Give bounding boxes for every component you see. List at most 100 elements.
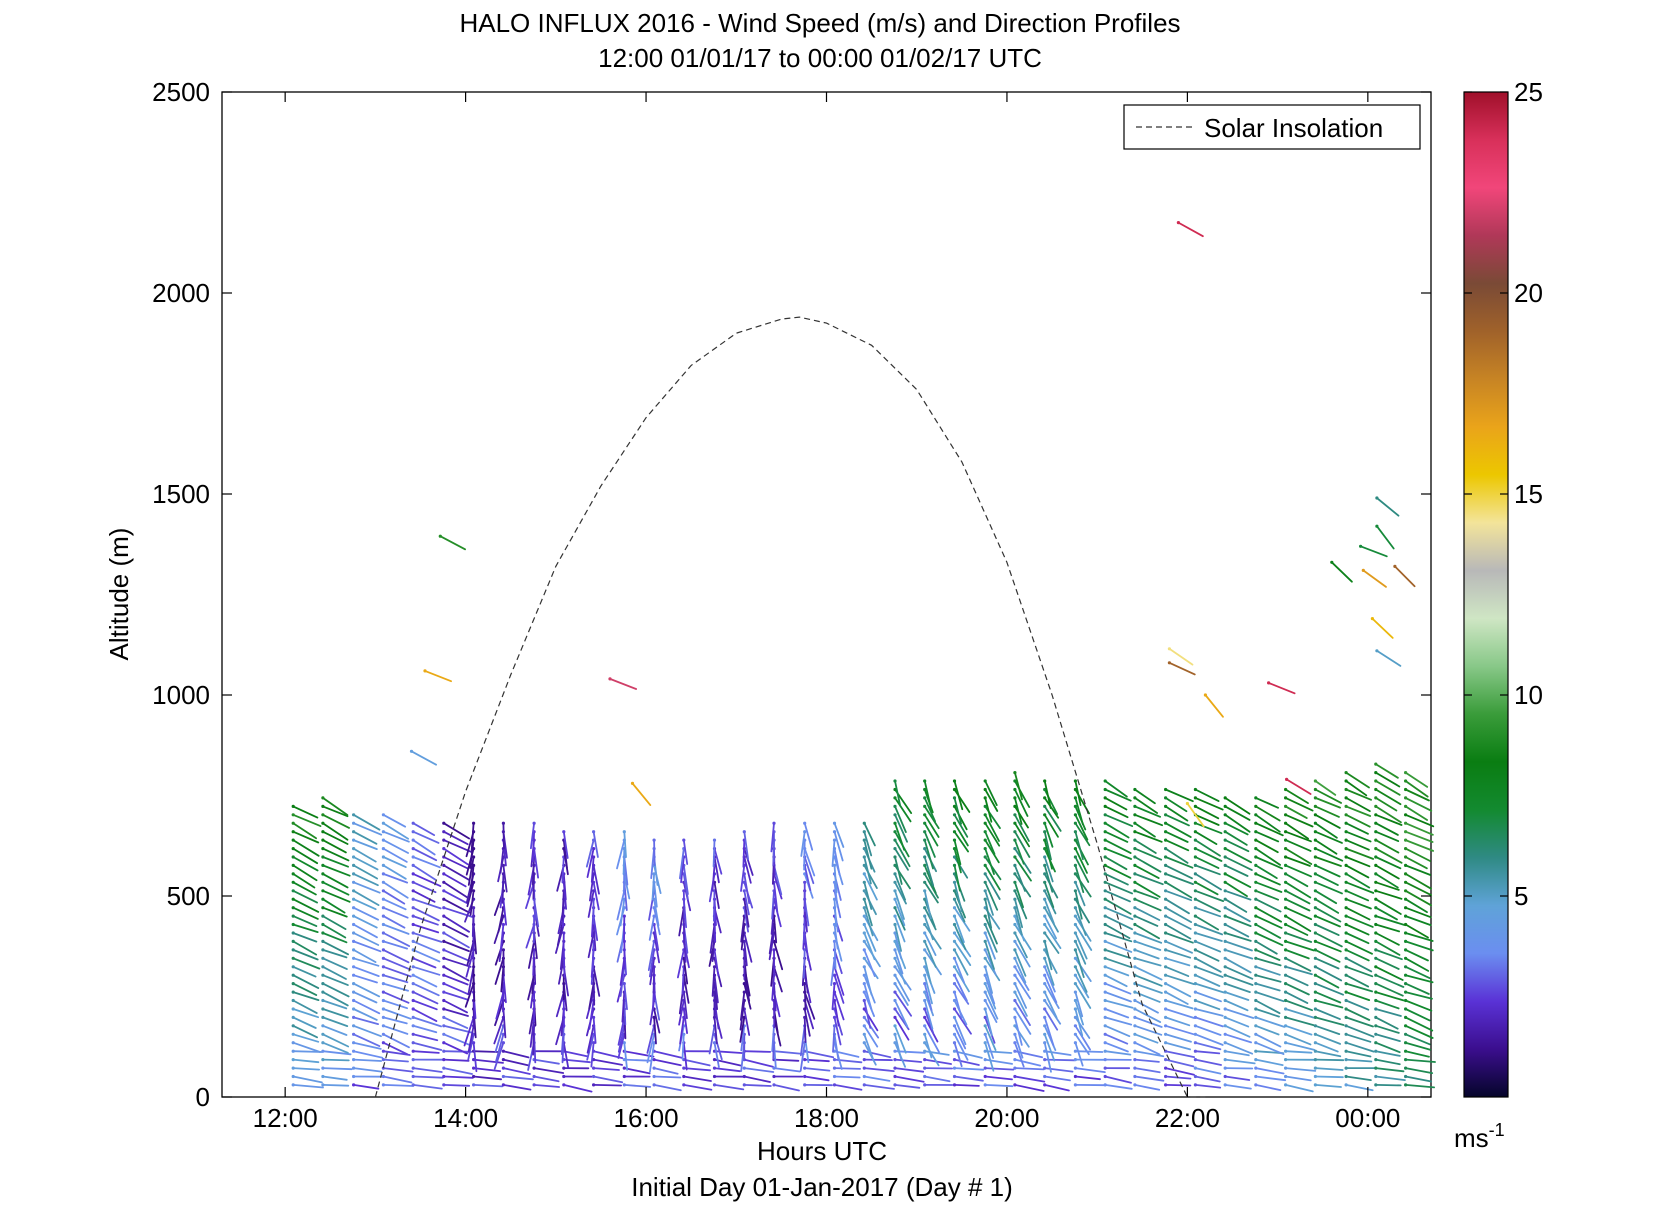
- wind-vector: [562, 830, 569, 859]
- wind-vector-origin: [381, 982, 385, 986]
- wind-vector: [953, 839, 962, 866]
- wind-vector-origin: [952, 982, 957, 986]
- wind-vector: [803, 1008, 811, 1037]
- wind-vector: [984, 847, 995, 875]
- wind-vector: [470, 822, 475, 851]
- wind-vector: [743, 1084, 772, 1087]
- wind-vector-origin: [622, 1074, 626, 1079]
- wind-vector-origin: [442, 1058, 446, 1062]
- wind-vector-origin: [1164, 804, 1168, 809]
- wind-vector: [1074, 974, 1090, 999]
- wind-vector-origin: [321, 1007, 325, 1011]
- wind-vector: [412, 847, 438, 862]
- wind-vector: [803, 1050, 835, 1059]
- wind-vector: [773, 1050, 805, 1055]
- wind-vector: [382, 974, 409, 984]
- wind-vector: [1224, 1016, 1250, 1028]
- wind-vector-origin: [1313, 787, 1317, 792]
- wind-vector: [651, 873, 655, 901]
- wind-vector-origin: [1164, 889, 1168, 893]
- wind-vector-origin: [1203, 693, 1207, 697]
- wind-vector: [803, 839, 806, 871]
- wind-vector-origin: [923, 1032, 927, 1036]
- wind-vector: [863, 881, 873, 910]
- wind-vector-origin: [291, 830, 295, 834]
- wind-vector: [1284, 856, 1311, 867]
- wind-vector-origin: [291, 1066, 295, 1070]
- wind-vector-origin: [1284, 939, 1288, 944]
- wind-vector-origin: [983, 897, 987, 901]
- wind-vector-origin: [1164, 787, 1168, 792]
- wind-vector: [412, 898, 442, 910]
- wind-vector: [382, 1033, 410, 1049]
- wind-vector-origin: [1043, 973, 1047, 977]
- wind-vector: [382, 889, 406, 905]
- wind-vector: [1254, 974, 1282, 983]
- wind-vector: [1194, 1041, 1222, 1051]
- wind-vector-origin: [1374, 1058, 1378, 1062]
- wind-vector-field: [291, 221, 1436, 1093]
- wind-vector-origin: [1103, 863, 1107, 868]
- wind-vector: [1284, 830, 1312, 843]
- wind-vector-origin: [952, 863, 957, 868]
- wind-vector-origin: [411, 1049, 415, 1053]
- wind-vector: [682, 1075, 712, 1082]
- wind-vector: [653, 932, 660, 964]
- wind-vector-origin: [442, 914, 446, 918]
- wind-vector: [1194, 999, 1221, 1011]
- wind-vector: [382, 1016, 408, 1025]
- wind-vector-origin: [1404, 1024, 1408, 1028]
- wind-vector-origin: [442, 847, 446, 851]
- wind-vector-origin: [1313, 1049, 1317, 1053]
- wind-vector: [1104, 999, 1134, 1009]
- wind-vector: [321, 906, 348, 918]
- wind-vector: [1404, 1024, 1434, 1039]
- wind-vector: [1254, 915, 1283, 929]
- wind-vector: [984, 1008, 993, 1036]
- wind-vector-origin: [1103, 1032, 1107, 1036]
- wind-vector: [352, 991, 378, 1004]
- wind-vector: [1104, 906, 1134, 921]
- wind-vector-origin: [1375, 649, 1379, 653]
- wind-vector-origin: [1374, 779, 1378, 783]
- wind-vector: [442, 830, 469, 846]
- wind-vector: [743, 889, 750, 916]
- wind-vector-origin: [1164, 1083, 1168, 1087]
- wind-vector: [472, 1075, 503, 1081]
- wind-vector: [442, 847, 469, 866]
- wind-vector-origin: [1344, 1032, 1348, 1036]
- wind-vector: [953, 898, 966, 923]
- wind-vector-origin: [1284, 830, 1288, 834]
- wind-vector: [802, 915, 806, 944]
- wind-vector-origin: [1013, 771, 1017, 775]
- wind-vector-origin: [893, 804, 897, 809]
- wind-vector-origin: [1284, 1058, 1288, 1062]
- wind-vector: [532, 949, 535, 976]
- wind-vector-origin: [1404, 779, 1408, 783]
- wind-vector: [442, 965, 470, 982]
- wind-vector-origin: [1223, 880, 1227, 884]
- wind-vector: [1074, 906, 1087, 936]
- wind-vector-origin: [923, 1074, 927, 1079]
- wind-vector: [1254, 864, 1278, 879]
- wind-vector: [1043, 949, 1058, 974]
- wind-vector-origin: [321, 855, 325, 859]
- x-tick-label: 00:00: [1335, 1103, 1400, 1133]
- wind-vector-origin: [1344, 906, 1348, 910]
- wind-vector: [494, 1024, 505, 1053]
- wind-vector-origin: [1344, 872, 1348, 876]
- wind-vector: [1224, 839, 1250, 853]
- wind-vector-origin: [1043, 1024, 1047, 1028]
- wind-vector-origin: [1073, 906, 1077, 910]
- wind-vector-origin: [1374, 838, 1378, 842]
- wind-vector: [646, 1024, 655, 1054]
- wind-vector: [743, 932, 753, 963]
- wind-vector: [497, 906, 505, 933]
- wind-vector-origin: [832, 1066, 837, 1070]
- wind-vector: [923, 940, 937, 968]
- wind-vector-origin: [923, 1041, 927, 1045]
- wind-vector: [321, 940, 350, 956]
- wind-vector: [1345, 1075, 1372, 1081]
- wind-vector: [321, 1041, 349, 1054]
- wind-vector: [1043, 898, 1055, 925]
